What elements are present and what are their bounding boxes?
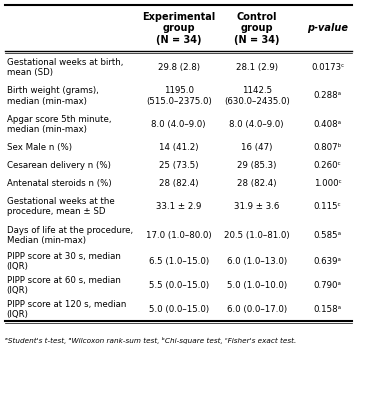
Text: 28 (82.4): 28 (82.4) (159, 179, 199, 188)
Text: 1.000ᶜ: 1.000ᶜ (314, 179, 341, 188)
Text: 16 (47): 16 (47) (241, 143, 272, 152)
Text: 28.1 (2.9): 28.1 (2.9) (236, 63, 278, 72)
Text: 0.807ᵇ: 0.807ᵇ (313, 143, 342, 152)
Text: 0.260ᶜ: 0.260ᶜ (314, 161, 341, 170)
Text: 0.790ᵃ: 0.790ᵃ (314, 281, 342, 290)
Text: Sex Male n (%): Sex Male n (%) (7, 143, 72, 152)
Text: 29.8 (2.8): 29.8 (2.8) (158, 63, 200, 72)
Text: Days of life at the procedure,
Median (min-max): Days of life at the procedure, Median (m… (7, 226, 133, 245)
Text: 0.158ᵃ: 0.158ᵃ (313, 305, 342, 314)
Text: 8.0 (4.0–9.0): 8.0 (4.0–9.0) (152, 120, 206, 129)
Text: 0.408ᵃ: 0.408ᵃ (313, 120, 342, 129)
Text: 6.0 (1.0–13.0): 6.0 (1.0–13.0) (226, 257, 287, 266)
Text: ᵃStudent's t-test, ᵃWilcoxon rank-sum test, ᵇChi-square test, ᶜFisher's exact te: ᵃStudent's t-test, ᵃWilcoxon rank-sum te… (5, 337, 296, 344)
Text: 5.5 (0.0–15.0): 5.5 (0.0–15.0) (149, 281, 209, 290)
Text: Birth weight (grams),
median (min-max): Birth weight (grams), median (min-max) (7, 86, 98, 106)
Text: 6.0 (0.0–17.0): 6.0 (0.0–17.0) (226, 305, 287, 314)
Text: 28 (82.4): 28 (82.4) (237, 179, 276, 188)
Text: PIPP score at 30 s, median
(IQR): PIPP score at 30 s, median (IQR) (7, 252, 121, 271)
Text: 29 (85.3): 29 (85.3) (237, 161, 276, 170)
Text: 0.0173ᶜ: 0.0173ᶜ (311, 63, 344, 72)
Text: 0.115ᶜ: 0.115ᶜ (314, 202, 341, 211)
Text: 0.585ᵃ: 0.585ᵃ (313, 231, 342, 240)
Text: Antenatal steroids n (%): Antenatal steroids n (%) (7, 179, 111, 188)
Text: 8.0 (4.0–9.0): 8.0 (4.0–9.0) (229, 120, 284, 129)
Text: Control
group
(N = 34): Control group (N = 34) (234, 12, 279, 45)
Text: 5.0 (1.0–10.0): 5.0 (1.0–10.0) (226, 281, 287, 290)
Text: Gestational weeks at birth,
mean (SD): Gestational weeks at birth, mean (SD) (7, 58, 123, 77)
Text: Cesarean delivery n (%): Cesarean delivery n (%) (7, 161, 110, 170)
Text: 33.1 ± 2.9: 33.1 ± 2.9 (156, 202, 201, 211)
Text: 1195.0
(515.0–2375.0): 1195.0 (515.0–2375.0) (146, 86, 211, 106)
Text: PIPP score at 60 s, median
(IQR): PIPP score at 60 s, median (IQR) (7, 276, 121, 295)
Text: 25 (73.5): 25 (73.5) (159, 161, 199, 170)
Text: Apgar score 5th minute,
median (min-max): Apgar score 5th minute, median (min-max) (7, 115, 111, 134)
Text: PIPP score at 120 s, median
(IQR): PIPP score at 120 s, median (IQR) (7, 300, 126, 319)
Text: 20.5 (1.0–81.0): 20.5 (1.0–81.0) (224, 231, 290, 240)
Text: 14 (41.2): 14 (41.2) (159, 143, 199, 152)
Text: 5.0 (0.0–15.0): 5.0 (0.0–15.0) (149, 305, 209, 314)
Text: 1142.5
(630.0–2435.0): 1142.5 (630.0–2435.0) (224, 86, 290, 106)
Text: 31.9 ± 3.6: 31.9 ± 3.6 (234, 202, 279, 211)
Text: Experimental
group
(N = 34): Experimental group (N = 34) (142, 12, 215, 45)
Text: p-value: p-value (307, 23, 348, 33)
Text: 17.0 (1.0–80.0): 17.0 (1.0–80.0) (146, 231, 211, 240)
Text: 0.639ᵃ: 0.639ᵃ (314, 257, 342, 266)
Text: 6.5 (1.0–15.0): 6.5 (1.0–15.0) (149, 257, 209, 266)
Text: 0.288ᵃ: 0.288ᵃ (313, 92, 342, 100)
Text: Gestational weeks at the
procedure, mean ± SD: Gestational weeks at the procedure, mean… (7, 197, 115, 216)
